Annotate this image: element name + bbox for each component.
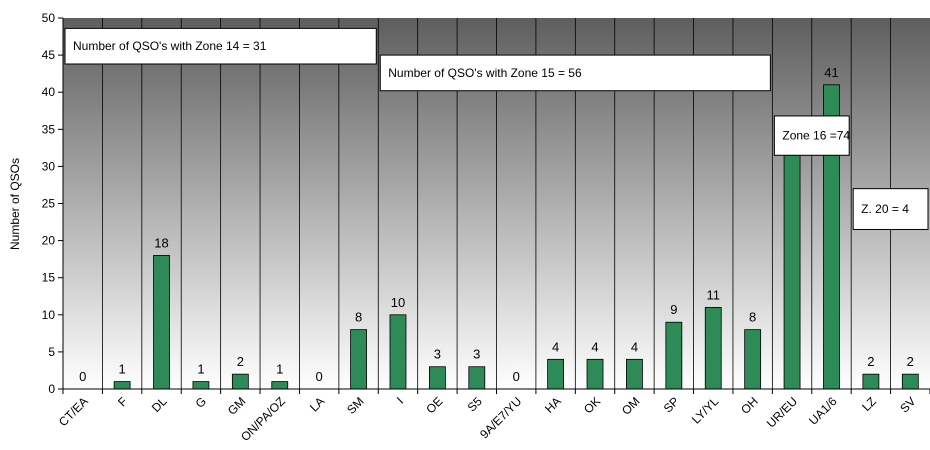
y-tick-label: 45 <box>42 48 56 62</box>
bar <box>113 381 131 390</box>
x-tick-label: SV <box>897 394 918 415</box>
data-label: 2 <box>907 354 914 369</box>
x-tick-label: LA <box>307 394 327 414</box>
bar <box>271 381 289 390</box>
x-tick-label: OE <box>423 394 445 416</box>
data-label: 1 <box>118 362 125 377</box>
x-tick-label: UA1/6 <box>806 394 840 428</box>
annotation-box: Z. 20 = 4 <box>852 188 929 230</box>
y-tick-label: 25 <box>42 197 56 211</box>
bar <box>547 358 565 390</box>
bar <box>428 366 446 390</box>
data-label: 8 <box>355 310 362 325</box>
x-tick-label: HA <box>542 394 564 416</box>
x-tick-label: OH <box>738 394 761 417</box>
x-tick-label: F <box>115 394 130 409</box>
x-tick-label: LY/YL <box>689 394 722 427</box>
y-tick-label: 5 <box>48 345 55 359</box>
data-label: 11 <box>707 287 721 302</box>
y-tick-label: 50 <box>42 11 56 25</box>
annotation-text: Zone 16 =74 <box>782 129 850 143</box>
data-label: 41 <box>824 65 838 80</box>
annotation-box: Number of QSO's with Zone 15 = 56 <box>379 54 771 92</box>
y-tick-label: 40 <box>42 85 56 99</box>
bar <box>783 143 801 390</box>
data-label: 4 <box>631 339 638 354</box>
x-tick-label: GM <box>225 394 249 418</box>
data-label: 0 <box>316 369 323 384</box>
y-tick-label: 20 <box>42 234 56 248</box>
data-label: 4 <box>591 339 598 354</box>
x-tick-label: UR/EU <box>764 394 800 430</box>
data-label: 3 <box>473 347 480 362</box>
bar <box>665 321 683 390</box>
x-tick-label: 9A/E7/YU <box>477 394 524 441</box>
bars <box>113 84 919 390</box>
bar <box>389 314 407 390</box>
x-tick-label: SP <box>661 394 682 415</box>
annotation-text: Z. 20 = 4 <box>861 202 909 216</box>
annotation-box: Number of QSO's with Zone 14 = 31 <box>64 27 377 65</box>
data-label: 18 <box>154 235 168 250</box>
y-axis-label: Number of QSOs <box>8 158 22 250</box>
bar <box>704 306 722 390</box>
bar <box>626 358 643 390</box>
bar <box>468 366 486 390</box>
bar <box>901 373 919 390</box>
data-label: 1 <box>276 362 283 377</box>
data-label: 3 <box>434 347 441 362</box>
data-label: 8 <box>749 310 756 325</box>
data-label: 0 <box>79 369 86 384</box>
x-tick-label: DL <box>149 394 170 415</box>
annotations: Number of QSO's with Zone 14 = 31 Number … <box>64 27 929 230</box>
data-label: 2 <box>867 354 874 369</box>
y-tick-label: 0 <box>48 382 55 396</box>
x-tick-label: I <box>394 394 406 406</box>
annotation-text: Number of QSO's with Zone 14 = 31 <box>73 39 267 53</box>
data-label: 2 <box>237 354 244 369</box>
data-label: 4 <box>552 339 559 354</box>
x-tick-label: S5 <box>465 394 486 415</box>
x-tick-label: G <box>193 394 210 411</box>
x-tick-label: LZ <box>859 394 879 414</box>
data-label: 1 <box>197 362 204 377</box>
annotation-box: Zone 16 =74 <box>773 115 850 156</box>
y-tick-label: 30 <box>42 159 56 173</box>
bar <box>862 373 880 390</box>
y-tick-label: 10 <box>42 308 56 322</box>
bar <box>350 329 367 390</box>
bar <box>744 329 762 390</box>
x-tick-label: CT/EA <box>56 394 91 429</box>
y-tick-label: 35 <box>42 122 56 136</box>
data-label: 0 <box>513 369 520 384</box>
bar <box>153 255 170 390</box>
annotation-text: Number of QSO's with Zone 15 = 56 <box>388 66 582 80</box>
bar <box>586 358 604 390</box>
y-tick-label: 15 <box>42 271 56 285</box>
x-tick-label: OK <box>581 394 603 416</box>
data-label: 10 <box>391 295 405 310</box>
data-label: 9 <box>670 302 677 317</box>
x-tick-label: SM <box>344 394 367 417</box>
bar <box>231 373 249 390</box>
x-tick-label: OM <box>619 394 643 418</box>
bar <box>192 381 210 390</box>
